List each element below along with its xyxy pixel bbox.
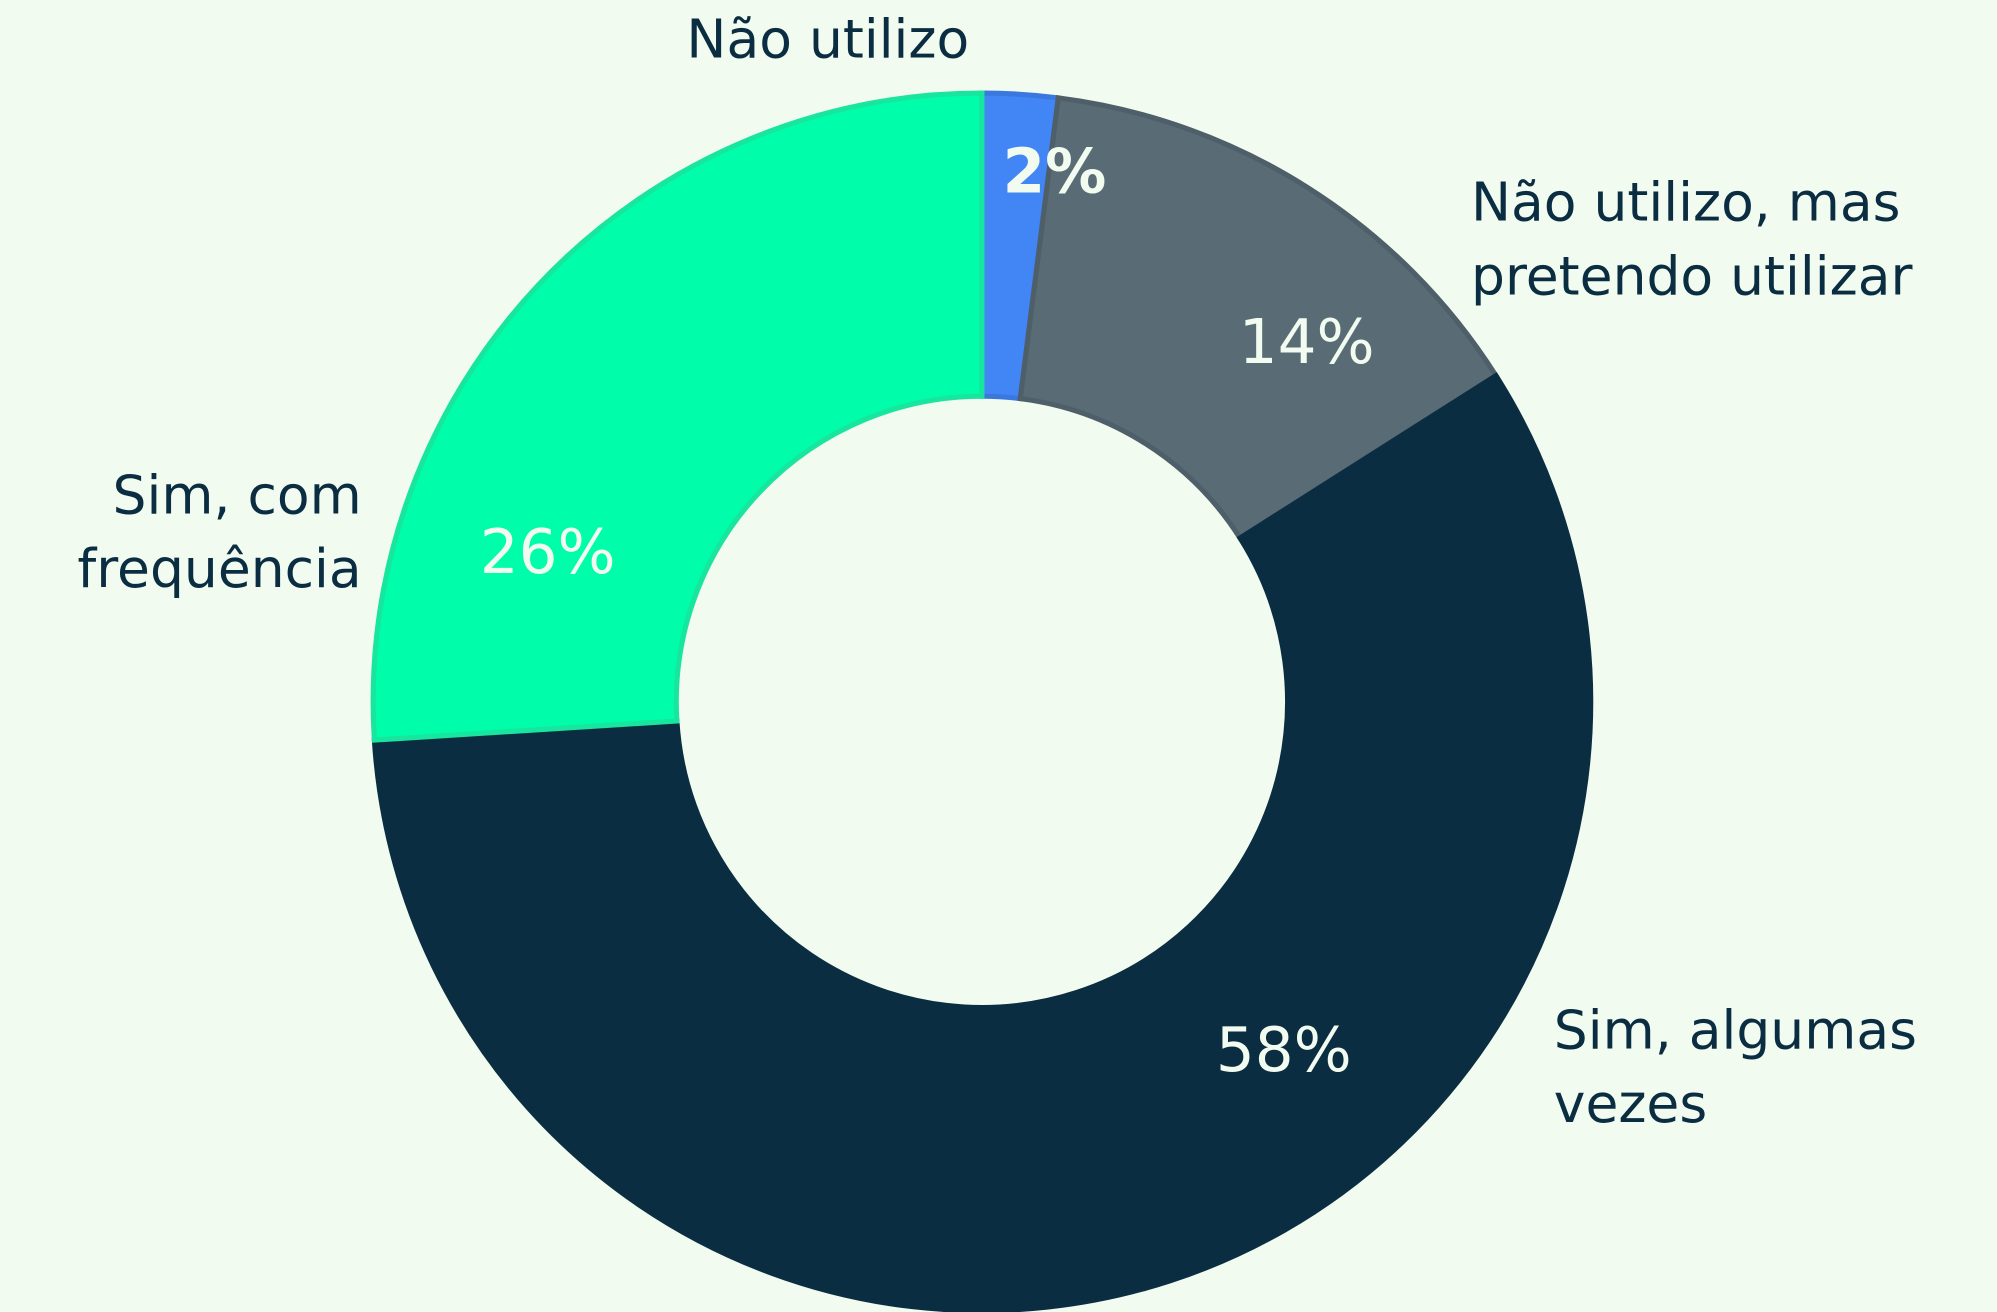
category-label: Sim, com frequência — [77, 463, 362, 600]
value-label: 2% — [1003, 136, 1107, 207]
value-label: 58% — [1216, 1015, 1352, 1086]
category-label-box: Não utilizo — [686, 7, 970, 71]
category-label-box: Sim, algumas vezes — [1553, 998, 1917, 1135]
category-label: Sim, algumas vezes — [1553, 998, 1917, 1135]
donut-segment — [370, 90, 985, 743]
value-label: 14% — [1239, 307, 1375, 378]
donut-segment — [1017, 95, 1500, 542]
category-label: Não utilizo — [686, 7, 970, 71]
value-label: 26% — [480, 517, 616, 588]
category-label-box: Não utilizo, mas pretendo utilizar — [1471, 170, 1913, 308]
category-label-box: Sim, com frequência — [77, 463, 362, 600]
category-label: Não utilizo, mas pretendo utilizar — [1471, 170, 1913, 308]
donut-segment — [371, 372, 1594, 1312]
